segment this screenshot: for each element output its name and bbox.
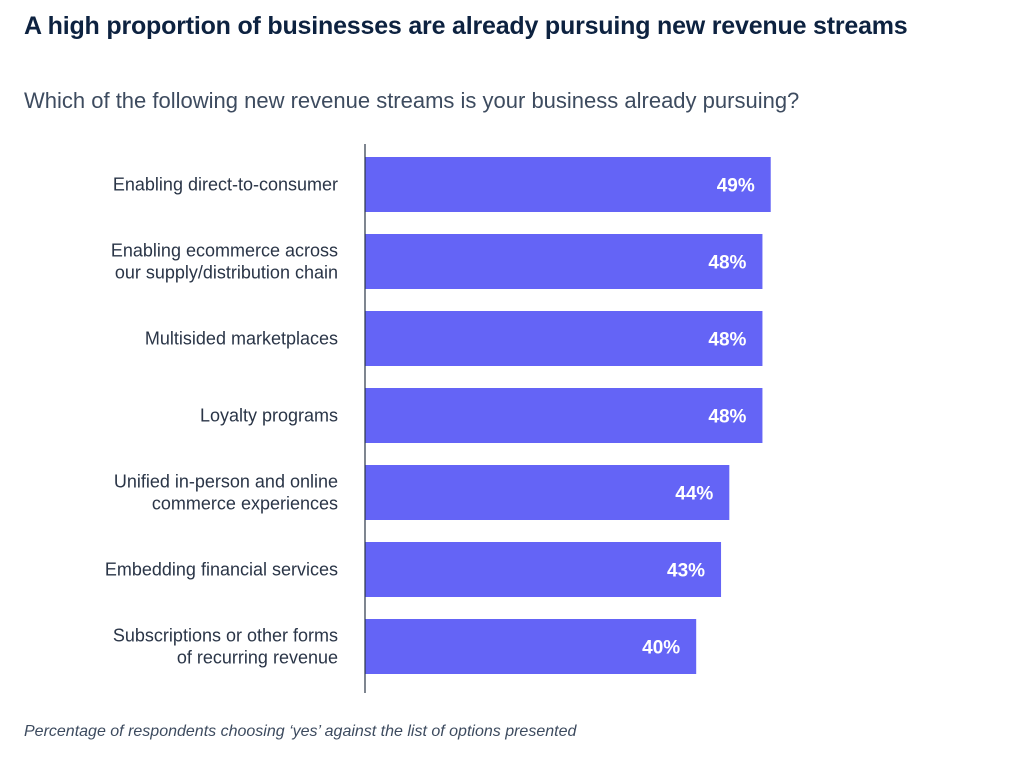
bar-value-label: 40%	[642, 638, 680, 659]
bar-value-label: 43%	[667, 561, 705, 582]
bar	[365, 388, 763, 443]
category-label-line: Embedding financial services	[105, 560, 338, 580]
category-label-line: commerce experiences	[152, 494, 338, 514]
bar-group: 43% Embedding financial services	[105, 542, 722, 597]
chart-title: A high proportion of businesses are alre…	[24, 12, 908, 40]
bar-value-label: 48%	[708, 330, 746, 351]
bar-group: 48% Loyalty programs	[200, 388, 763, 443]
bar-value-label: 48%	[708, 253, 746, 274]
bar-value-label: 44%	[675, 484, 713, 505]
bar	[365, 311, 763, 366]
category-label: Unified in-person and online commerce exp…	[114, 472, 338, 514]
category-label-line: Unified in-person and online	[114, 472, 338, 492]
category-label-line: Enabling direct-to-consumer	[113, 175, 338, 195]
bar	[365, 619, 697, 674]
category-label: Enabling direct-to-consumer	[113, 175, 338, 195]
category-label-line: our supply/distribution chain	[115, 263, 338, 283]
bar-group: 44% Unified in-person and online commerce …	[114, 465, 730, 520]
category-label: Multisided marketplaces	[145, 329, 338, 349]
category-label-line: Loyalty programs	[200, 406, 338, 426]
chart-footnote: Percentage of respondents choosing ‘yes’…	[24, 723, 577, 740]
category-label-line: Multisided marketplaces	[145, 329, 338, 349]
chart-subtitle: Which of the following new revenue strea…	[24, 88, 800, 113]
category-label: Loyalty programs	[200, 406, 338, 426]
category-label-line: Enabling ecommerce across	[111, 241, 338, 261]
bar-chart: 49% Enabling direct-to-consumer 48% Enablin…	[105, 144, 771, 693]
bar	[365, 157, 771, 212]
bar	[365, 465, 730, 520]
category-label: Embedding financial services	[105, 560, 338, 580]
category-label-line: of recurring revenue	[177, 648, 338, 668]
category-label-line: Subscriptions or other forms	[113, 626, 338, 646]
bar	[365, 234, 763, 289]
bar-value-label: 49%	[717, 176, 755, 197]
bar-group: 48% Enabling ecommerce across our supply/d…	[111, 234, 763, 289]
category-label: Enabling ecommerce across our supply/dist…	[111, 241, 338, 283]
category-label: Subscriptions or other forms of recurring…	[113, 626, 338, 668]
bar-value-label: 48%	[708, 407, 746, 428]
bar	[365, 542, 722, 597]
bar-group: 48% Multisided marketplaces	[145, 311, 763, 366]
bar-group: 49% Enabling direct-to-consumer	[113, 157, 771, 212]
bar-group: 40% Subscriptions or other forms of recurr…	[113, 619, 697, 674]
